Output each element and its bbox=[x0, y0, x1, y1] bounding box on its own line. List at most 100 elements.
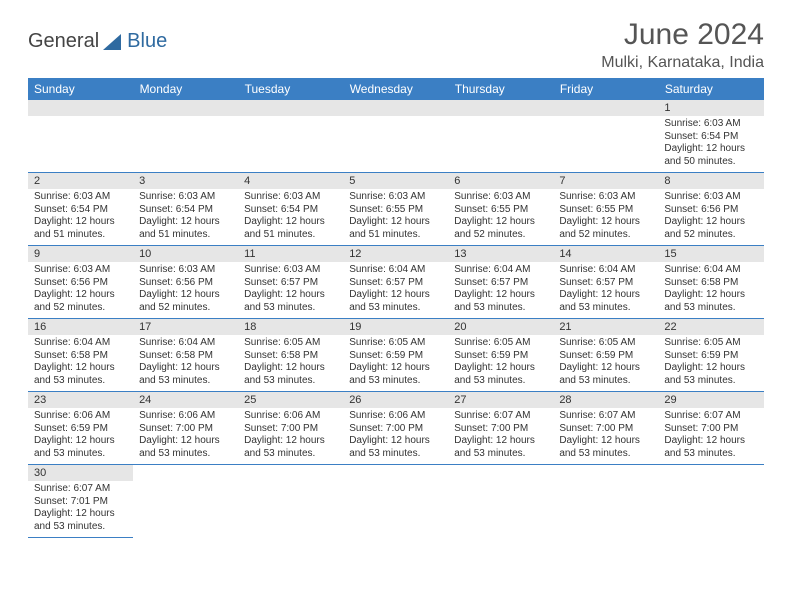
day-data-cell: Sunrise: 6:04 AMSunset: 6:58 PMDaylight:… bbox=[658, 262, 763, 319]
sunrise-line: Sunrise: 6:07 AM bbox=[664, 410, 757, 423]
day-number-cell: 20 bbox=[448, 319, 553, 336]
page: General Blue June 2024 Mulki, Karnataka,… bbox=[0, 0, 792, 538]
daylight-line: Daylight: 12 hours and 52 minutes. bbox=[559, 216, 652, 241]
sunrise-line: Sunrise: 6:03 AM bbox=[139, 264, 232, 277]
logo: General Blue bbox=[28, 30, 167, 53]
daylight-line: Daylight: 12 hours and 53 minutes. bbox=[244, 362, 337, 387]
sunset-line: Sunset: 7:00 PM bbox=[664, 423, 757, 436]
day-number-cell: 19 bbox=[343, 319, 448, 336]
day-data-cell: Sunrise: 6:05 AMSunset: 6:59 PMDaylight:… bbox=[343, 335, 448, 392]
sunset-line: Sunset: 7:00 PM bbox=[559, 423, 652, 436]
sunset-line: Sunset: 6:57 PM bbox=[559, 277, 652, 290]
daylight-line: Daylight: 12 hours and 50 minutes. bbox=[664, 143, 757, 168]
day-number-cell: 4 bbox=[238, 173, 343, 190]
day-number-cell: 16 bbox=[28, 319, 133, 336]
sunset-line: Sunset: 6:56 PM bbox=[34, 277, 127, 290]
calendar-table: SundayMondayTuesdayWednesdayThursdayFrid… bbox=[28, 78, 764, 538]
sunrise-line: Sunrise: 6:06 AM bbox=[139, 410, 232, 423]
sunrise-line: Sunrise: 6:06 AM bbox=[244, 410, 337, 423]
daylight-line: Daylight: 12 hours and 53 minutes. bbox=[664, 435, 757, 460]
day-data-cell: Sunrise: 6:06 AMSunset: 6:59 PMDaylight:… bbox=[28, 408, 133, 465]
day-data-cell: Sunrise: 6:03 AMSunset: 6:55 PMDaylight:… bbox=[343, 189, 448, 246]
day-number-cell bbox=[448, 465, 553, 482]
sunset-line: Sunset: 7:01 PM bbox=[34, 496, 127, 509]
day-number-cell: 1 bbox=[658, 100, 763, 116]
sunrise-line: Sunrise: 6:03 AM bbox=[349, 191, 442, 204]
sunrise-line: Sunrise: 6:05 AM bbox=[244, 337, 337, 350]
daylight-line: Daylight: 12 hours and 53 minutes. bbox=[349, 362, 442, 387]
day-number-row: 30 bbox=[28, 465, 764, 482]
day-number-cell bbox=[343, 100, 448, 116]
day-number-cell: 18 bbox=[238, 319, 343, 336]
day-number-cell: 2 bbox=[28, 173, 133, 190]
sunrise-line: Sunrise: 6:03 AM bbox=[139, 191, 232, 204]
sunset-line: Sunset: 7:00 PM bbox=[139, 423, 232, 436]
sunset-line: Sunset: 6:58 PM bbox=[139, 350, 232, 363]
day-data-cell: Sunrise: 6:05 AMSunset: 6:59 PMDaylight:… bbox=[658, 335, 763, 392]
weekday-header: Thursday bbox=[448, 78, 553, 100]
day-number-cell: 29 bbox=[658, 392, 763, 409]
day-data-cell: Sunrise: 6:06 AMSunset: 7:00 PMDaylight:… bbox=[238, 408, 343, 465]
sunset-line: Sunset: 6:57 PM bbox=[244, 277, 337, 290]
day-number-cell: 27 bbox=[448, 392, 553, 409]
page-subtitle: Mulki, Karnataka, India bbox=[601, 54, 764, 72]
weekday-header: Saturday bbox=[658, 78, 763, 100]
day-data-row: Sunrise: 6:03 AMSunset: 6:54 PMDaylight:… bbox=[28, 116, 764, 173]
day-data-cell: Sunrise: 6:03 AMSunset: 6:54 PMDaylight:… bbox=[133, 189, 238, 246]
day-number-cell: 30 bbox=[28, 465, 133, 482]
sunset-line: Sunset: 6:57 PM bbox=[454, 277, 547, 290]
day-data-cell: Sunrise: 6:07 AMSunset: 7:00 PMDaylight:… bbox=[448, 408, 553, 465]
day-number-cell bbox=[343, 465, 448, 482]
day-number-cell: 15 bbox=[658, 246, 763, 263]
day-data-cell: Sunrise: 6:05 AMSunset: 6:59 PMDaylight:… bbox=[448, 335, 553, 392]
day-data-cell: Sunrise: 6:03 AMSunset: 6:54 PMDaylight:… bbox=[238, 189, 343, 246]
sunset-line: Sunset: 6:56 PM bbox=[664, 204, 757, 217]
daylight-line: Daylight: 12 hours and 52 minutes. bbox=[34, 289, 127, 314]
page-title: June 2024 bbox=[601, 18, 764, 52]
sunrise-line: Sunrise: 6:03 AM bbox=[559, 191, 652, 204]
daylight-line: Daylight: 12 hours and 53 minutes. bbox=[34, 508, 127, 533]
daylight-line: Daylight: 12 hours and 53 minutes. bbox=[454, 362, 547, 387]
sunset-line: Sunset: 6:58 PM bbox=[34, 350, 127, 363]
daylight-line: Daylight: 12 hours and 53 minutes. bbox=[664, 289, 757, 314]
sunrise-line: Sunrise: 6:04 AM bbox=[664, 264, 757, 277]
day-number-cell: 7 bbox=[553, 173, 658, 190]
day-number-cell: 24 bbox=[133, 392, 238, 409]
day-data-cell: Sunrise: 6:03 AMSunset: 6:56 PMDaylight:… bbox=[28, 262, 133, 319]
sunset-line: Sunset: 6:56 PM bbox=[139, 277, 232, 290]
title-block: June 2024 Mulki, Karnataka, India bbox=[601, 18, 764, 72]
daylight-line: Daylight: 12 hours and 53 minutes. bbox=[34, 362, 127, 387]
daylight-line: Daylight: 12 hours and 53 minutes. bbox=[139, 362, 232, 387]
daylight-line: Daylight: 12 hours and 51 minutes. bbox=[244, 216, 337, 241]
day-number-cell: 13 bbox=[448, 246, 553, 263]
sunset-line: Sunset: 6:59 PM bbox=[454, 350, 547, 363]
sunset-line: Sunset: 6:59 PM bbox=[559, 350, 652, 363]
day-number-cell bbox=[133, 465, 238, 482]
day-data-cell: Sunrise: 6:03 AMSunset: 6:55 PMDaylight:… bbox=[553, 189, 658, 246]
daylight-line: Daylight: 12 hours and 53 minutes. bbox=[559, 289, 652, 314]
day-data-cell: Sunrise: 6:04 AMSunset: 6:57 PMDaylight:… bbox=[553, 262, 658, 319]
day-data-cell bbox=[28, 116, 133, 173]
daylight-line: Daylight: 12 hours and 53 minutes. bbox=[454, 289, 547, 314]
day-data-cell bbox=[133, 481, 238, 538]
day-data-row: Sunrise: 6:04 AMSunset: 6:58 PMDaylight:… bbox=[28, 335, 764, 392]
daylight-line: Daylight: 12 hours and 51 minutes. bbox=[139, 216, 232, 241]
day-number-cell bbox=[553, 100, 658, 116]
day-data-cell bbox=[238, 481, 343, 538]
sunrise-line: Sunrise: 6:05 AM bbox=[454, 337, 547, 350]
daylight-line: Daylight: 12 hours and 53 minutes. bbox=[244, 435, 337, 460]
daylight-line: Daylight: 12 hours and 52 minutes. bbox=[664, 216, 757, 241]
day-data-cell bbox=[343, 481, 448, 538]
day-number-cell bbox=[238, 100, 343, 116]
sunset-line: Sunset: 6:59 PM bbox=[34, 423, 127, 436]
day-data-row: Sunrise: 6:06 AM Sunset: 6:59 PM Daylight:… bbox=[28, 408, 764, 465]
weekday-header: Monday bbox=[133, 78, 238, 100]
day-number-row: 9101112131415 bbox=[28, 246, 764, 263]
daylight-line: Daylight: 12 hours and 52 minutes. bbox=[139, 289, 232, 314]
daylight-line: Daylight: 12 hours and 53 minutes. bbox=[559, 362, 652, 387]
day-number-cell: 21 bbox=[553, 319, 658, 336]
sunset-line: Sunset: 6:54 PM bbox=[34, 204, 127, 217]
sunrise-line: Sunrise: 6:03 AM bbox=[664, 191, 757, 204]
day-number-cell bbox=[448, 100, 553, 116]
day-data-cell bbox=[448, 481, 553, 538]
